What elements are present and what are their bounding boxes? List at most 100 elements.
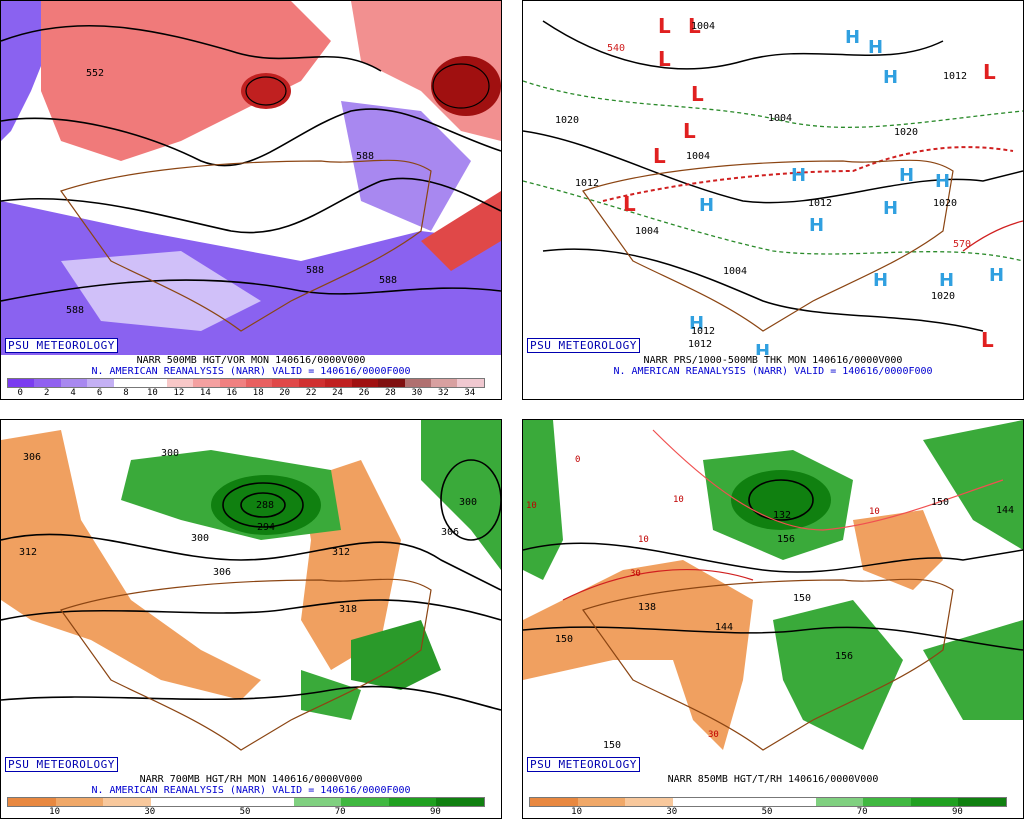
high-symbol: H: [873, 270, 888, 291]
height-label: 300: [191, 533, 209, 544]
color-bar-swatch: [8, 798, 56, 806]
chart-caption: NARR 700MB HGT/RH MON 140616/0000V000: [139, 774, 363, 785]
color-bar-ticks: 10 30 50 70 90: [7, 807, 483, 818]
color-bar-swatch: [293, 798, 342, 806]
color-bar-tick-label: 6: [96, 388, 103, 398]
temperature-label: 10: [673, 495, 684, 505]
moist-area-atlantic: [923, 620, 1023, 720]
color-bar-ticks: 0 2 4 6 8 10 12 14 16 18 20 22 24 26 28 30 32 34: [7, 388, 483, 399]
height-label: 156: [777, 534, 795, 545]
temperature-label: 0: [575, 455, 580, 465]
color-bar-tick-label: 90: [951, 807, 963, 817]
color-bar-swatch: [625, 798, 673, 806]
height-label: 156: [835, 651, 853, 662]
pressure-label: 1020: [894, 127, 918, 138]
height-label: 318: [339, 604, 357, 615]
low-symbol: L: [658, 14, 671, 38]
pressure-label: 1004: [635, 226, 659, 237]
low-symbol: L: [683, 119, 696, 143]
color-bar-tick-label: 16: [226, 388, 238, 398]
height-label: 132: [773, 510, 791, 521]
map-pressure-svg: L L L L L L L L L H H H H H H H H H H: [523, 1, 1023, 355]
high-symbol: H: [845, 27, 860, 48]
map-500mb: 552 588 588 588 588: [1, 1, 501, 355]
height-label: 306: [23, 452, 41, 463]
low-symbol: L: [658, 47, 671, 71]
color-bar-swatch: [351, 379, 379, 387]
map-500mb-svg: 552 588 588 588 588: [1, 1, 501, 355]
color-bar-swatch: [34, 379, 61, 387]
high-symbol: H: [935, 171, 950, 192]
color-bar-swatch: [404, 379, 431, 387]
color-bar-swatch: [298, 379, 326, 387]
thickness-label: 540: [607, 43, 625, 54]
color-bar-swatch: [958, 798, 1006, 806]
color-bar-tick-label: 8: [123, 388, 129, 398]
high-symbol: H: [868, 37, 883, 58]
low-symbol: L: [691, 82, 704, 106]
temperature-label: 10: [869, 507, 880, 517]
high-symbol: H: [755, 341, 770, 355]
chart-caption: NARR 500MB HGT/VOR MON 140616/0000V000: [136, 355, 366, 366]
pressure-label: 1020: [933, 198, 957, 209]
color-bar-tick-label: 2: [43, 388, 50, 398]
color-bar-tick-label: 14: [199, 388, 211, 398]
color-bar-tick-label: 90: [429, 807, 441, 817]
pressure-label: 1012: [575, 178, 599, 189]
pressure-label: 1020: [555, 115, 579, 126]
low-symbol: L: [653, 144, 666, 168]
height-label: 306: [441, 527, 459, 538]
panel-pressure-thickness: L L L L L L L L L H H H H H H H H H H: [522, 0, 1024, 400]
dry-area: [1, 430, 261, 700]
dry-area: [523, 560, 753, 750]
low-symbol: L: [688, 14, 701, 38]
high-symbol: H: [899, 165, 914, 186]
pressure-label: 1004: [768, 113, 792, 124]
color-bar-tick-label: 26: [358, 388, 370, 398]
color-bar-tick-label: 10: [571, 807, 583, 817]
low-symbol: L: [983, 60, 996, 84]
low-symbol: L: [623, 192, 636, 216]
pressure-label: 1004: [691, 21, 715, 32]
color-bar-swatch: [767, 798, 816, 806]
color-bar-swatch: [272, 379, 299, 387]
color-bar-tick-label: 4: [70, 388, 76, 398]
psu-meteorology-brand: PSU METEOROLOGY: [527, 757, 640, 772]
color-bar-tick-label: 30: [666, 807, 678, 817]
moist-area-west: [523, 420, 563, 580]
height-label: 588: [379, 275, 397, 286]
color-bar-swatch: [113, 379, 141, 387]
positive-vorticity-area: [41, 1, 331, 161]
color-bar-swatch: [672, 798, 721, 806]
height-label: 588: [306, 265, 324, 276]
color-bar-tick-label: 32: [437, 388, 449, 398]
psu-meteorology-brand: PSU METEOROLOGY: [5, 338, 118, 353]
color-bar-swatch: [910, 798, 959, 806]
panel-700mb-rh: 306 300 312 300 306 288 294 300 306 312 …: [0, 419, 502, 819]
height-label: 288: [256, 500, 274, 511]
color-bar-tick-label: 50: [239, 807, 251, 817]
high-symbol: H: [699, 195, 714, 216]
valid-time-caption: N. AMERICAN REANALYSIS (NARR) VALID = 14…: [91, 366, 411, 377]
color-bar-tick-label: 30: [144, 807, 156, 817]
positive-vorticity-sw: [421, 191, 501, 271]
valid-time-caption: N. AMERICAN REANALYSIS (NARR) VALID = 14…: [91, 785, 411, 796]
low-symbol: L: [981, 328, 994, 352]
color-bar-tick-label: 22: [305, 388, 317, 398]
color-bar-tick-label: 12: [173, 388, 185, 398]
color-bar: [7, 797, 485, 807]
color-bar-swatch: [60, 379, 88, 387]
height-label: 588: [66, 305, 84, 316]
height-label: 150: [555, 634, 573, 645]
high-symbol: H: [883, 198, 898, 219]
color-bar-swatch: [530, 798, 578, 806]
color-bar: [529, 797, 1007, 807]
chart-caption: NARR 850MB HGT/T/RH 140616/0000V000: [667, 774, 879, 785]
height-label: 150: [931, 497, 949, 508]
moist-core: [731, 470, 831, 530]
high-symbol: H: [809, 215, 824, 236]
color-bar-tick-label: 50: [761, 807, 773, 817]
height-label: 150: [603, 740, 621, 751]
height-label: 294: [257, 522, 275, 533]
height-label: 150: [793, 593, 811, 604]
